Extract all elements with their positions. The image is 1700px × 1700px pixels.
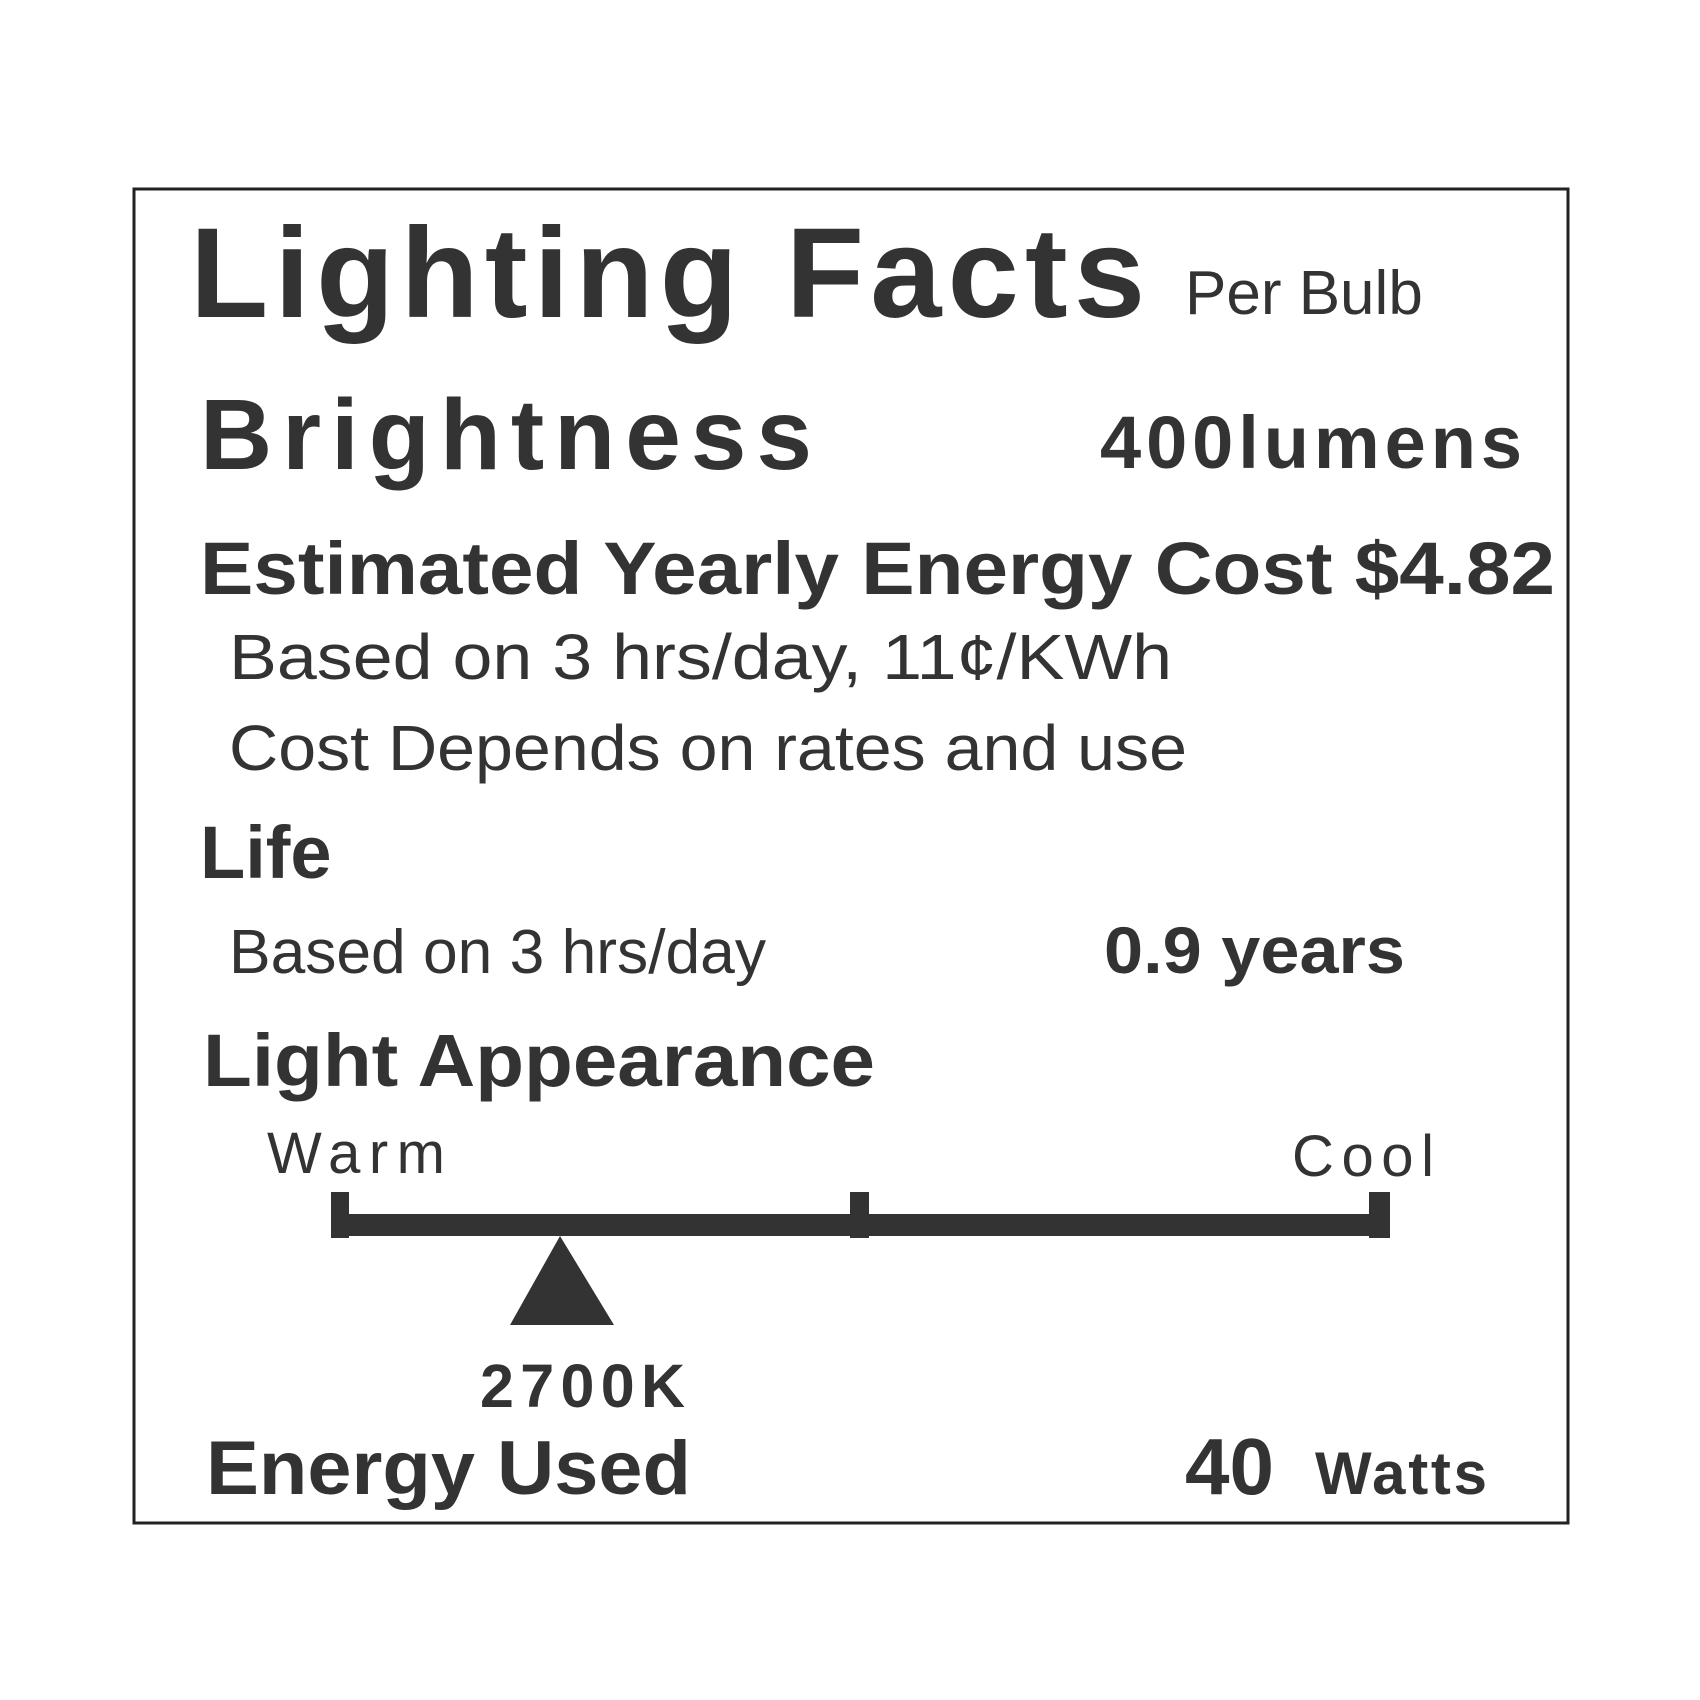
cost-note: Based on 3 hrs/day, 11¢/KWh bbox=[229, 621, 1172, 693]
scale-tick bbox=[331, 1192, 349, 1238]
cool-label: Cool bbox=[1292, 1124, 1434, 1189]
color-temperature: 2700K bbox=[480, 1352, 685, 1420]
life-note: Based on 3 hrs/day bbox=[229, 918, 766, 987]
life-value: 0.9 years bbox=[1104, 913, 1405, 987]
energy-label: Energy Used bbox=[206, 1426, 691, 1511]
scale-pointer bbox=[510, 1236, 614, 1325]
cost-note: Cost Depends on rates and use bbox=[229, 712, 1187, 784]
frame bbox=[132, 187, 1570, 1525]
scale-tick bbox=[1369, 1192, 1390, 1238]
warm-label: Warm bbox=[267, 1121, 445, 1186]
cost-label: Estimated Yearly Energy Cost $4.82 bbox=[200, 527, 1555, 610]
subtitle: Per Bulb bbox=[1185, 259, 1423, 328]
energy-value: 40 bbox=[1185, 1422, 1274, 1511]
energy-unit: Watts bbox=[1315, 1440, 1487, 1507]
life-label: Life bbox=[200, 811, 332, 894]
appearance-label: Light Appearance bbox=[203, 1019, 875, 1102]
scale-tick bbox=[850, 1192, 869, 1238]
title: Lighting Facts bbox=[190, 202, 1145, 345]
